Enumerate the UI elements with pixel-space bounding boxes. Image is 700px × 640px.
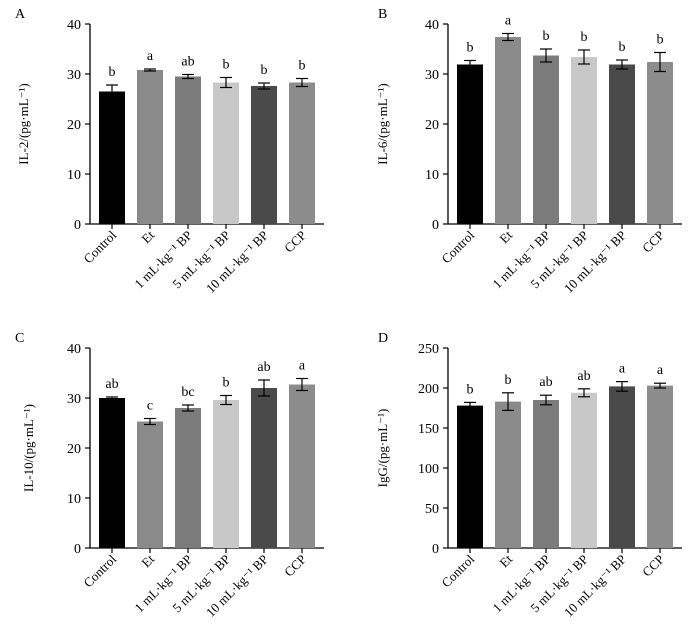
y-axis-title: IgG/(pg·mL⁻¹): [375, 409, 390, 488]
y-tick-label: 0: [74, 542, 81, 557]
category-label: Control: [80, 227, 119, 266]
category-label: Control: [80, 551, 119, 590]
y-tick-label: 20: [67, 118, 81, 133]
y-tick-label: 0: [432, 542, 439, 557]
bar: [647, 62, 673, 224]
significance-label: ab: [257, 360, 270, 375]
significance-label: b: [299, 59, 306, 74]
significance-label: b: [223, 376, 230, 391]
y-tick-label: 30: [67, 68, 81, 83]
chart-panel-c: CIL-10/(pg·mL⁻¹)010203040abControlcEtbc1…: [15, 331, 324, 620]
y-tick-label: 40: [67, 18, 81, 33]
category-label: CCP: [639, 228, 667, 256]
y-tick-label: 0: [74, 218, 81, 233]
y-tick-label: 30: [425, 68, 439, 83]
significance-label: ab: [181, 55, 194, 70]
bar: [609, 386, 635, 548]
category-label: Et: [496, 227, 515, 246]
significance-label: c: [147, 399, 153, 414]
bar: [495, 37, 521, 224]
y-tick-label: 10: [425, 168, 439, 183]
significance-label: b: [543, 29, 550, 44]
significance-label: b: [467, 382, 474, 397]
bar: [99, 398, 125, 548]
bar: [647, 385, 673, 548]
panel-label: C: [15, 331, 24, 346]
y-tick-label: 10: [67, 492, 81, 507]
y-axis-title: IL-10/(pg·mL⁻¹): [21, 404, 36, 492]
significance-label: a: [657, 363, 664, 378]
y-tick-label: 20: [425, 118, 439, 133]
significance-label: b: [261, 63, 268, 78]
bar: [251, 86, 277, 224]
bar: [175, 76, 201, 224]
bar: [137, 421, 163, 548]
y-tick-label: 40: [67, 342, 81, 357]
category-label: Et: [496, 551, 515, 570]
significance-label: b: [619, 40, 626, 55]
significance-label: b: [109, 65, 116, 80]
significance-label: a: [147, 49, 154, 64]
y-tick-label: 150: [418, 422, 439, 437]
bar: [533, 400, 559, 548]
category-label: CCP: [281, 228, 309, 256]
significance-label: a: [299, 359, 306, 374]
y-axis-title: IL-2/(pg·mL⁻¹): [16, 83, 31, 165]
panel-label: B: [378, 7, 387, 22]
y-tick-label: 50: [425, 502, 439, 517]
bar: [175, 408, 201, 548]
bar: [571, 57, 597, 224]
significance-label: ab: [539, 375, 552, 390]
significance-label: a: [619, 362, 626, 377]
bar: [495, 401, 521, 548]
category-label: CCP: [639, 552, 667, 580]
significance-label: bc: [181, 385, 194, 400]
category-label: Control: [438, 551, 477, 590]
bar: [457, 405, 483, 548]
bar: [99, 91, 125, 224]
y-tick-label: 0: [432, 218, 439, 233]
significance-label: b: [223, 58, 230, 73]
bar: [251, 388, 277, 548]
chart-panel-d: D IgG/(pg·mL⁻¹) 0 50 100 150 200 250 b Control b Et…: [375, 331, 682, 620]
y-tick-label: 10: [67, 168, 81, 183]
y-axis-title: IL-6/(pg·mL⁻¹): [375, 83, 390, 165]
category-label: Control: [438, 227, 477, 266]
bar: [533, 55, 559, 224]
bar: [571, 392, 597, 548]
category-label: CCP: [281, 552, 309, 580]
y-tick-label: 20: [67, 442, 81, 457]
y-tick-label: 100: [418, 462, 439, 477]
significance-label: ab: [105, 377, 118, 392]
significance-label: b: [467, 41, 474, 56]
y-tick-label: 250: [418, 342, 439, 357]
bar: [213, 82, 239, 224]
bar: [137, 70, 163, 224]
bar: [289, 384, 315, 548]
bar: [457, 64, 483, 224]
panel-label: D: [378, 331, 388, 346]
significance-label: b: [505, 373, 512, 388]
significance-label: ab: [577, 369, 590, 384]
bar: [609, 64, 635, 224]
category-label: Et: [138, 227, 157, 246]
bar: [289, 82, 315, 224]
y-tick-label: 40: [425, 18, 439, 33]
bar: [213, 400, 239, 548]
significance-label: a: [505, 14, 512, 29]
significance-label: b: [657, 33, 664, 48]
y-tick-label: 30: [67, 392, 81, 407]
y-tick-label: 200: [418, 382, 439, 397]
category-label: Et: [138, 551, 157, 570]
panel-label: A: [15, 7, 26, 22]
significance-label: b: [581, 30, 588, 45]
